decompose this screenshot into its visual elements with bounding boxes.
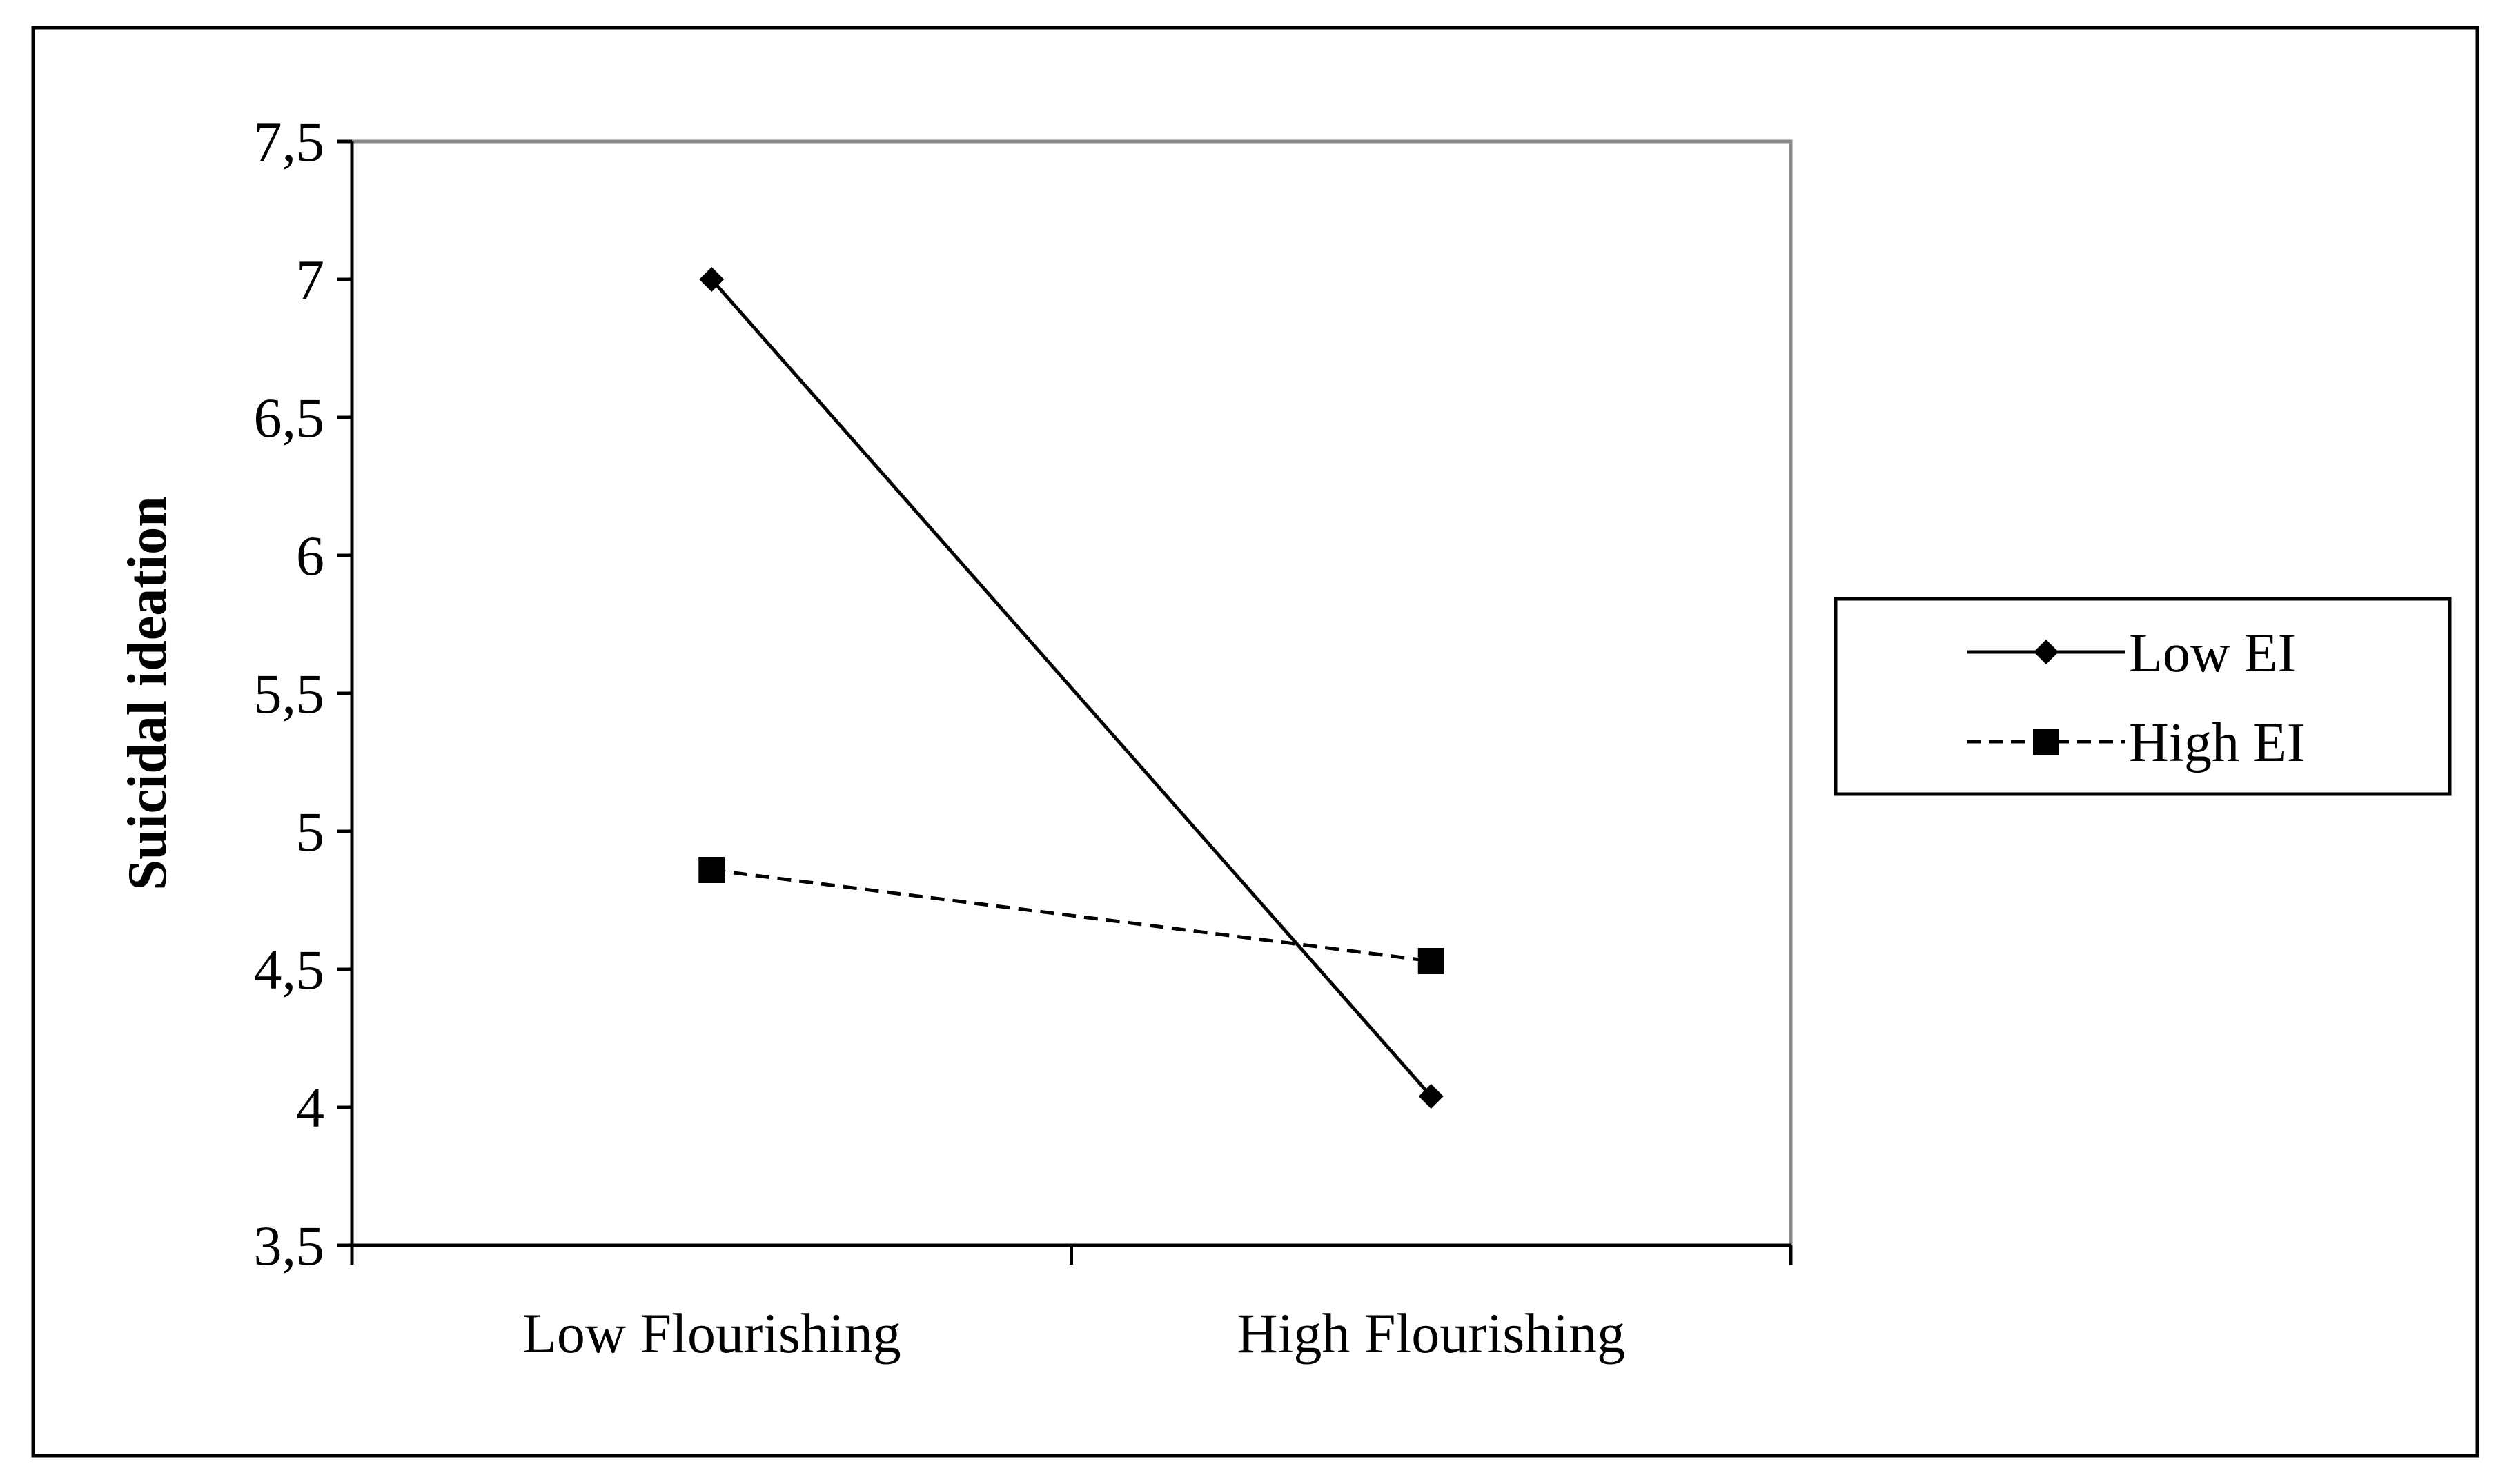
y-tick-label: 7,5	[254, 110, 325, 173]
legend-label: High EI	[2129, 713, 2306, 773]
x-tick-label: Low Flourishing	[522, 1302, 901, 1365]
y-tick-label: 7	[296, 248, 324, 311]
legend-marker	[2034, 640, 2059, 664]
data-point	[698, 857, 725, 883]
y-tick-label: 4,5	[254, 938, 325, 1001]
legend-label: Low EI	[2129, 623, 2296, 684]
y-tick-label: 3,5	[254, 1214, 325, 1277]
series-line-low-ei	[710, 278, 1433, 1098]
x-ticks: Low Flourishing High Flourishing	[350, 1245, 1793, 1365]
legend-items: Low EI High EI	[1967, 623, 2306, 773]
y-ticks: 3,5 4 4,5 5 5,5 6 6,5 7 7,5	[254, 110, 352, 1277]
y-tick-label: 5,5	[254, 662, 325, 725]
x-tick-label: High Flourishing	[1237, 1302, 1625, 1365]
legend-box	[1834, 597, 2452, 796]
legend: Low EI High EI	[1834, 597, 2452, 796]
series-layer	[698, 267, 1444, 1109]
y-axis-title: Suicidal ideation	[117, 496, 178, 890]
data-point	[1418, 1084, 1444, 1109]
legend-marker	[2033, 729, 2059, 755]
y-tick-label: 5	[296, 800, 324, 863]
data-point	[699, 267, 725, 292]
y-tick-label: 4	[296, 1076, 324, 1139]
data-point	[1417, 948, 1444, 974]
y-tick-label: 6	[296, 524, 324, 587]
series-line-high-ei	[711, 868, 1432, 963]
y-tick-label: 6,5	[254, 386, 325, 449]
